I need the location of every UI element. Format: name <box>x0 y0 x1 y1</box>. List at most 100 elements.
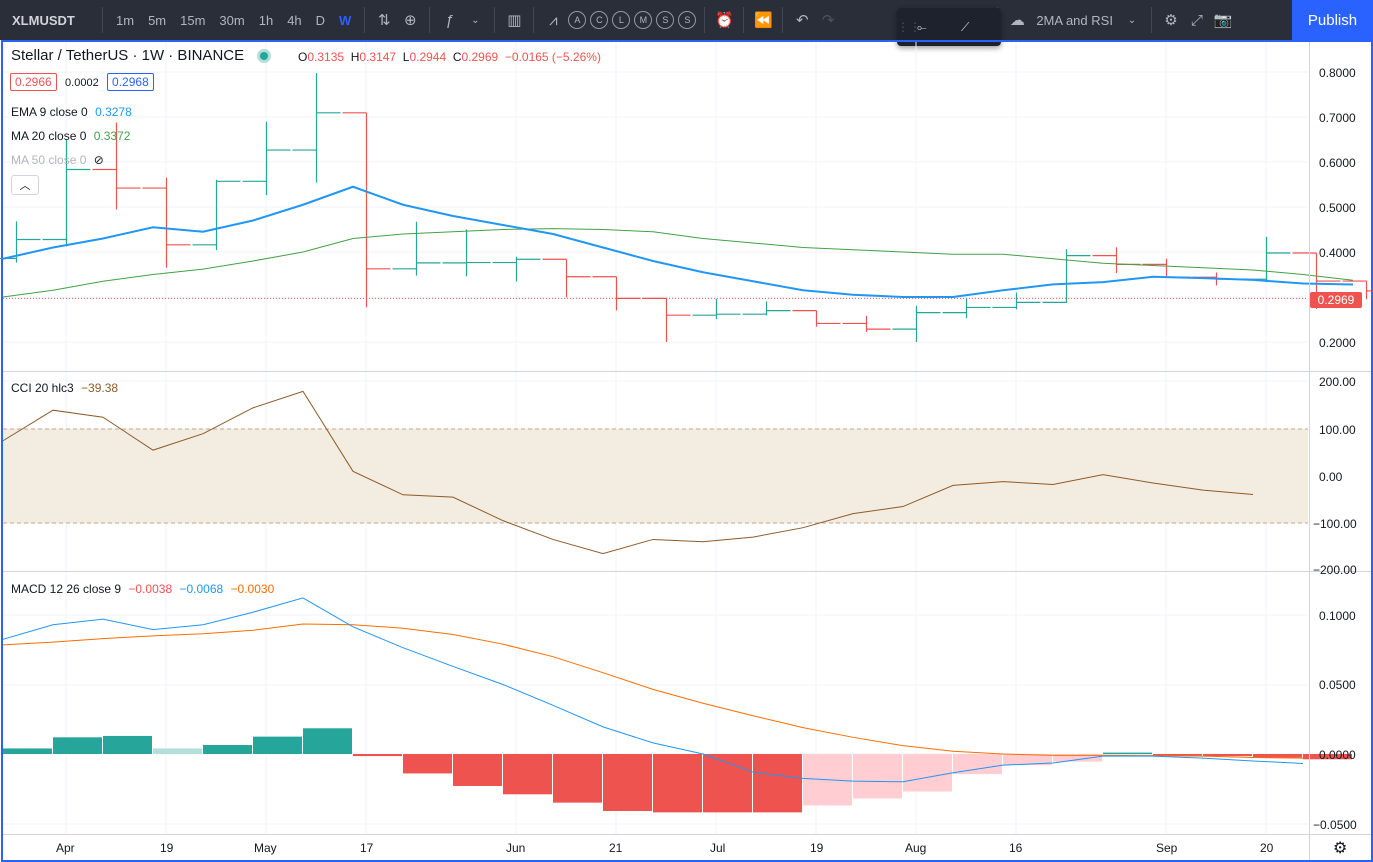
publish-button[interactable]: Publish <box>1292 0 1373 40</box>
time-axis-label: 17 <box>360 841 374 855</box>
cci-axis-label: −200.00 <box>1313 563 1357 577</box>
ma20-legend[interactable]: MA 20 close 0 0.3372 <box>11 129 130 143</box>
fullscreen-icon[interactable]: ⤢ <box>1190 11 1203 29</box>
macd-hist-value: −0.0038 <box>128 582 173 596</box>
change-value: −0.0165 (−5.26%) <box>504 50 601 64</box>
divider <box>494 7 496 33</box>
style-icon-c[interactable]: C <box>590 11 609 29</box>
time-axis-label: 19 <box>160 841 174 855</box>
cci-value: −39.38 <box>81 381 119 395</box>
high-value: 0.3147 <box>359 50 397 64</box>
time-axis-label: Aug <box>905 841 927 855</box>
price-axis-label: 0.4000 <box>1319 246 1356 260</box>
macd-axis-label: 0.0500 <box>1319 678 1356 692</box>
template-name[interactable]: 2MA and RSI <box>1036 12 1113 28</box>
gear-icon[interactable]: ⚙ <box>1164 12 1178 29</box>
macd-histogram-bar <box>1303 754 1352 760</box>
open-label: O <box>298 50 308 64</box>
hidden-eye-icon[interactable]: ⊘ <box>93 153 104 167</box>
interval-5m[interactable]: 5m <box>148 12 167 28</box>
ma20-line <box>2 228 1354 298</box>
macd-histogram-bar <box>103 735 152 754</box>
cci-axis-label: 200.00 <box>1319 375 1356 389</box>
ema-legend[interactable]: EMA 9 close 0 0.3278 <box>11 105 132 119</box>
undo-icon[interactable]: ↶ <box>796 12 809 29</box>
cloud-icon[interactable]: ☁ <box>1009 12 1025 29</box>
time-axis-label: 20 <box>1260 841 1274 855</box>
time-axis-settings-icon[interactable]: ⚙ <box>1333 840 1348 857</box>
divider <box>1150 7 1152 33</box>
time-axis-label: 16 <box>1009 841 1023 855</box>
camera-icon[interactable]: 📷 <box>1213 12 1233 29</box>
compare-icon[interactable]: ⇅ <box>378 12 391 29</box>
macd-legend[interactable]: MACD 12 26 close 9 −0.0038 −0.0068 −0.00… <box>11 582 274 596</box>
bid-button[interactable]: 0.2966 <box>10 73 57 91</box>
indicators-icon[interactable]: ƒ <box>445 11 454 29</box>
redo-icon[interactable]: ↷ <box>822 12 835 29</box>
chevron-down-icon[interactable]: ⌄ <box>471 14 480 26</box>
alert-icon-a[interactable]: A <box>568 11 587 29</box>
drag-handle-icon[interactable]: ⋮⋮ <box>897 20 921 34</box>
horizontal-line-icon[interactable]: ⟜ <box>917 19 927 34</box>
time-axis-label: Apr <box>56 841 75 855</box>
add-symbol-icon[interactable]: ⊕ <box>404 12 417 29</box>
divider <box>429 7 431 33</box>
macd-histogram-bar <box>1153 754 1202 756</box>
macd-histogram-bar <box>653 754 702 813</box>
interval-d[interactable]: D <box>315 12 326 28</box>
time-axis-label: 19 <box>810 841 824 855</box>
ask-button[interactable]: 0.2968 <box>107 73 154 91</box>
collapse-legend-button[interactable]: ︿ <box>11 175 39 195</box>
interval-1h[interactable]: 1h <box>258 12 274 28</box>
interval-w[interactable]: W <box>339 12 352 28</box>
macd-histogram-bar <box>153 748 202 754</box>
time-axis-label: 21 <box>609 841 623 855</box>
replay-icon[interactable]: ⏪ <box>753 12 773 29</box>
chart-style-icon[interactable]: ⩘ <box>549 11 558 29</box>
alarm-icon[interactable]: ⏰ <box>714 12 734 29</box>
price-axis-label: 0.5000 <box>1319 201 1356 215</box>
series-title-text: Stellar / TetherUS · 1W · BINANCE <box>11 47 245 64</box>
spread-value: 0.0002 <box>65 77 99 89</box>
ma50-legend[interactable]: MA 50 close 0 ⊘ <box>11 153 104 167</box>
macd-histogram-bar <box>703 754 752 813</box>
ema9-line <box>2 185 1354 298</box>
style-icon-m[interactable]: M <box>634 11 653 29</box>
macd-histogram-bar <box>1253 754 1302 758</box>
interval-1m[interactable]: 1m <box>116 12 135 28</box>
cci-legend[interactable]: CCI 20 hlc3 −39.38 <box>11 381 118 395</box>
style-icon-s1[interactable]: S <box>656 11 675 29</box>
price-axis-label: 0.8000 <box>1319 66 1356 80</box>
cci-label: CCI 20 hlc3 <box>11 381 74 395</box>
symbol-search[interactable]: XLMUSDT <box>12 12 75 28</box>
macd-histogram-bar <box>753 754 802 813</box>
macd-line <box>2 597 1304 783</box>
cci-line <box>2 390 1254 555</box>
macd-signal-value: −0.0030 <box>230 582 275 596</box>
ma50-label: MA 50 close 0 <box>11 153 87 167</box>
style-icon-s2[interactable]: S <box>678 11 697 29</box>
close-value: 0.2969 <box>461 50 499 64</box>
divider <box>364 7 366 33</box>
macd-axis-label: 0.0000 <box>1319 748 1356 762</box>
macd-histogram-bar <box>853 754 902 799</box>
low-value: 0.2944 <box>409 50 447 64</box>
ohlc-values: O0.3135 H0.3147 L0.2944 C0.2969 −0.0165 … <box>298 50 601 64</box>
macd-value: −0.0068 <box>179 582 224 596</box>
style-icon-l[interactable]: L <box>612 11 631 29</box>
trend-line-icon[interactable]: ⟋ <box>961 19 970 34</box>
interval-15m[interactable]: 15m <box>180 12 206 28</box>
macd-histogram-bar <box>353 754 402 757</box>
chart-frame <box>1 40 1373 862</box>
interval-4h[interactable]: 4h <box>287 12 302 28</box>
bar-chart-icon[interactable]: ▥ <box>507 12 522 29</box>
open-value: 0.3135 <box>307 50 345 64</box>
divider <box>743 7 745 33</box>
macd-histogram-bar <box>953 754 1002 775</box>
status-dot-icon <box>260 52 269 60</box>
chevron-down-icon[interactable]: ⌄ <box>1127 14 1137 26</box>
bid-ask-row: 0.2966 0.0002 0.2968 <box>10 73 154 91</box>
cci-axis-label: −100.00 <box>1313 517 1357 531</box>
interval-30m[interactable]: 30m <box>219 12 245 28</box>
